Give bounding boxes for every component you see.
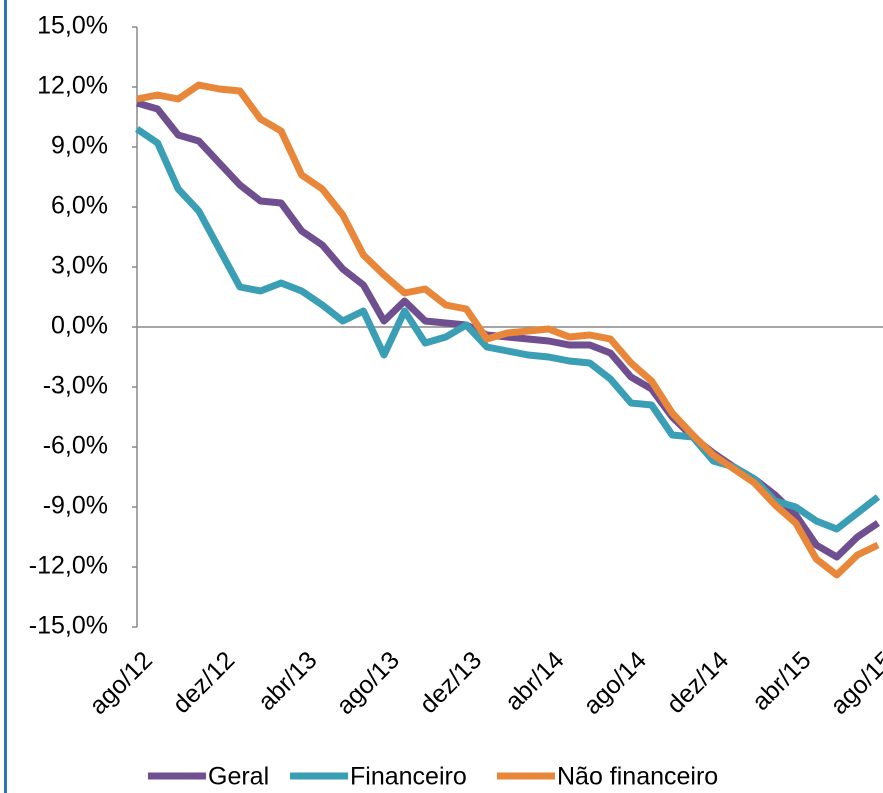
x-tick-label: abr/15 [747, 646, 817, 716]
y-tick-label: 9,0% [51, 132, 108, 160]
x-tick-label: abr/14 [500, 646, 570, 716]
side-border [4, 0, 7, 793]
series-line [136, 81, 880, 579]
y-tick-label: 3,0% [51, 252, 108, 280]
x-tick-label: dez/13 [414, 646, 487, 719]
x-tick-label: dez/12 [167, 646, 240, 719]
x-tick-label: ago/12 [84, 646, 158, 720]
y-tick-label: -12,0% [29, 552, 108, 580]
x-tick-label: ago/15 [825, 646, 883, 720]
legend-label: Financeiro [350, 763, 467, 791]
y-tick-label: -3,0% [43, 372, 108, 400]
y-tick-label: -6,0% [43, 432, 108, 460]
y-tick-label: 12,0% [37, 72, 108, 100]
y-tick-label: 15,0% [37, 12, 108, 40]
legend-label: Não financeiro [557, 763, 718, 791]
y-tick-label: -9,0% [43, 492, 108, 520]
x-tick-label: ago/13 [331, 646, 405, 720]
y-tick-label: 6,0% [51, 192, 108, 220]
x-tick-label: dez/14 [661, 646, 734, 719]
x-tick-label: ago/14 [578, 646, 652, 720]
y-tick-label: 0,0% [51, 312, 108, 340]
y-tick-label: -15,0% [29, 612, 108, 640]
x-tick-label: abr/13 [253, 646, 323, 716]
legend-label: Geral [208, 763, 269, 791]
